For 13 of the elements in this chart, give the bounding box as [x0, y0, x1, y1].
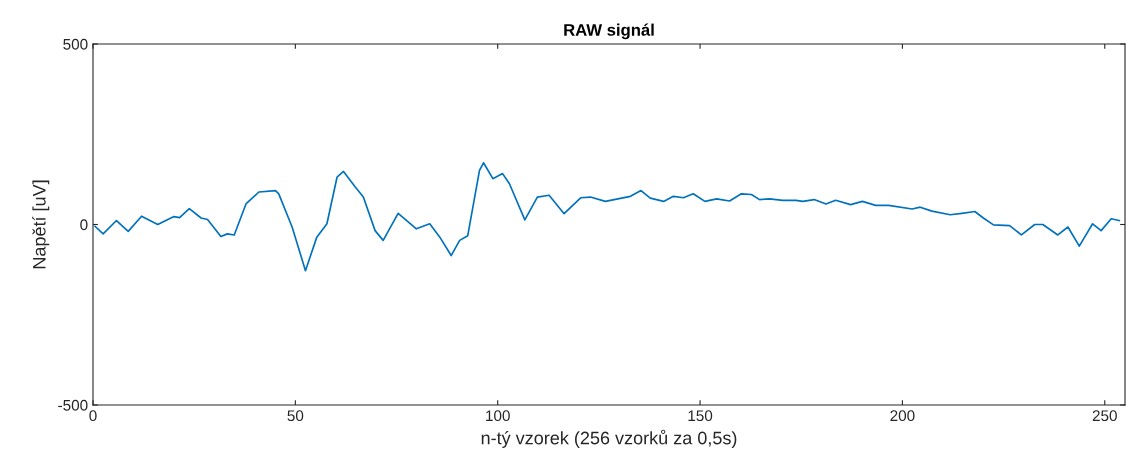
y-tick-label: 0: [80, 219, 88, 231]
x-tick-label: 50: [287, 410, 304, 422]
y-tick-label: 500: [63, 38, 88, 50]
x-tick-label: 100: [486, 410, 510, 422]
x-tick-label: 250: [1092, 410, 1117, 422]
y-tick-label: -500: [58, 399, 88, 411]
x-tick-label: 150: [688, 410, 713, 422]
x-tick-label: 0: [89, 410, 97, 422]
y-axis-title: Napětí [uV]: [32, 180, 50, 269]
chart-title: RAW signál: [564, 23, 654, 40]
line-series: [94, 161, 1121, 272]
x-tick-label: 200: [890, 410, 915, 422]
x-axis-title: n-tý vzorek (256 vzorků za 0,5s): [481, 429, 737, 448]
